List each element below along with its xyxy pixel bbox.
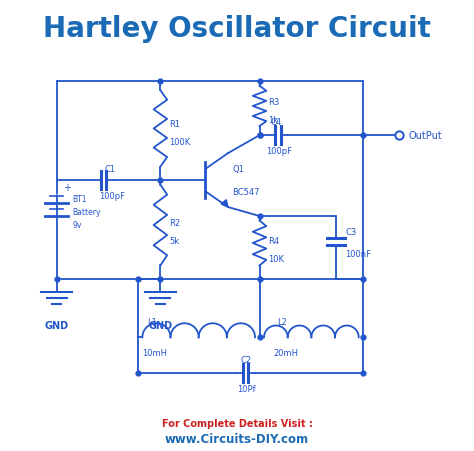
Text: Hartley Oscillator Circuit: Hartley Oscillator Circuit <box>43 15 431 43</box>
Text: 100pF: 100pF <box>266 147 292 156</box>
Text: 100K: 100K <box>169 138 191 147</box>
Text: 10mH: 10mH <box>142 349 167 358</box>
Polygon shape <box>221 200 228 207</box>
Text: Q1: Q1 <box>232 165 245 174</box>
Text: 100nF: 100nF <box>345 250 371 259</box>
Text: 10Pf: 10Pf <box>237 384 255 393</box>
Text: 1k: 1k <box>269 115 279 124</box>
Text: OutPut: OutPut <box>408 131 442 141</box>
Text: BC547: BC547 <box>232 187 260 196</box>
Text: Battery: Battery <box>73 207 101 216</box>
Text: R2: R2 <box>169 219 181 227</box>
Text: R3: R3 <box>269 97 280 106</box>
Text: C1: C1 <box>104 165 115 174</box>
Text: R4: R4 <box>269 236 280 245</box>
Text: 5k: 5k <box>169 236 180 245</box>
Text: C2: C2 <box>240 355 252 364</box>
Text: C4: C4 <box>271 118 282 127</box>
Text: L1: L1 <box>147 317 157 326</box>
Text: 20mH: 20mH <box>273 349 298 358</box>
Text: 10K: 10K <box>269 254 284 263</box>
Text: C3: C3 <box>345 227 356 236</box>
Text: BT1: BT1 <box>73 194 87 203</box>
Text: www.Circuits-DIY.com: www.Circuits-DIY.com <box>165 432 309 445</box>
Text: GND: GND <box>45 321 69 331</box>
Text: +: + <box>64 182 72 193</box>
Text: GND: GND <box>148 321 173 331</box>
Text: 9v: 9v <box>73 221 82 230</box>
Text: For Complete Details Visit :: For Complete Details Visit : <box>162 418 312 428</box>
Text: L2: L2 <box>278 317 287 326</box>
Text: R1: R1 <box>169 120 181 129</box>
Text: 100pF: 100pF <box>100 192 126 201</box>
